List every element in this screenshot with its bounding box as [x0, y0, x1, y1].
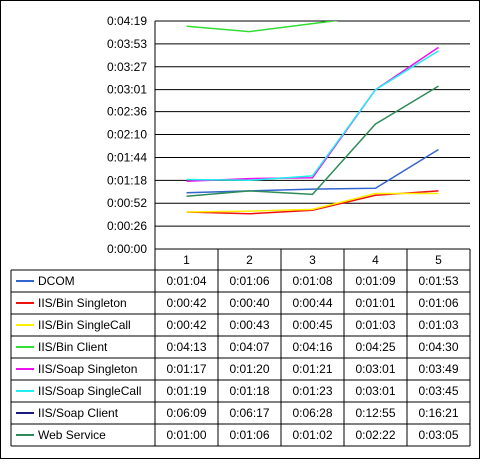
series-line-iis-bin-singlecall — [186, 192, 439, 213]
table-cell-value: 0:01:03 — [355, 318, 395, 332]
series-line-iis-bin-client — [186, 21, 340, 33]
legend-entry: DCOM — [38, 274, 75, 288]
table-cell-value: 0:01:04 — [166, 274, 206, 288]
table-cell-value: 0:04:13 — [166, 340, 206, 354]
table-cell-value: 0:06:09 — [166, 406, 206, 420]
table-cell-value: 0:16:21 — [418, 406, 458, 420]
legend-entry: IIS/Soap SingleCall — [38, 384, 141, 398]
table-cell-value: 0:01:01 — [355, 296, 395, 310]
data-table: 1 2 3 4 5 DCOM 0:01:04 0:01:06 0:01:08 0:01:09 0:0… — [10, 249, 471, 447]
table-cell-value: 0:01:02 — [292, 428, 332, 442]
table-cell-value: 0:06:28 — [292, 406, 332, 420]
table-cell-value: 0:01:00 — [166, 428, 206, 442]
table-cell-value: 0:00:44 — [292, 296, 332, 310]
table-cell-value: 0:03:05 — [418, 428, 458, 442]
series-line-dcom — [186, 148, 439, 194]
table-cell-value: 0:04:16 — [292, 340, 332, 354]
table-cell-value: 0:04:25 — [355, 340, 395, 354]
y-tick-label: 0:00:00 — [107, 242, 147, 256]
legend-entry: IIS/Soap Client — [38, 406, 119, 420]
table-cell-value: 0:01:17 — [166, 362, 206, 376]
table-cell-value: 0:03:01 — [355, 384, 395, 398]
table-cell-value: 0:01:18 — [229, 384, 269, 398]
table-cell-value: 0:01:20 — [229, 362, 269, 376]
table-cell-value: 0:02:22 — [355, 428, 395, 442]
table-cell-value: 0:03:49 — [418, 362, 458, 376]
legend-entry: IIS/Bin Client — [38, 340, 108, 354]
x-tick-label: 5 — [435, 253, 442, 267]
y-tick-label: 0:03:53 — [107, 37, 147, 51]
y-tick-label: 0:00:26 — [107, 219, 147, 233]
series-line-web-service — [186, 85, 439, 197]
legend-entry: IIS/Bin Singleton — [38, 296, 127, 310]
table-cell-value: 0:06:17 — [229, 406, 269, 420]
table-cell-value: 0:01:09 — [355, 274, 395, 288]
table-cell-value: 0:04:07 — [229, 340, 269, 354]
table-cell-value: 0:01:06 — [418, 296, 458, 310]
table-cell-value: 0:01:21 — [292, 362, 332, 376]
table-cell-value: 0:00:43 — [229, 318, 269, 332]
y-tick-label: 0:03:01 — [107, 83, 147, 97]
y-tick-label: 0:03:27 — [107, 60, 147, 74]
table-cell-value: 0:01:06 — [229, 428, 269, 442]
y-tick-label: 0:04:19 — [107, 14, 147, 28]
legend-entry: IIS/Soap Singleton — [38, 362, 137, 376]
x-tick-label: 4 — [372, 253, 379, 267]
table-cell-value: 0:01:53 — [418, 274, 458, 288]
table-cell-value: 0:00:42 — [166, 318, 206, 332]
x-tick-label: 2 — [246, 253, 253, 267]
y-tick-label: 0:02:36 — [107, 105, 147, 119]
y-axis: 0:00:00 0:00:26 0:00:52 0:01:18 0:01:44 0:02:… — [107, 14, 471, 256]
table-cell-value: 0:00:42 — [166, 296, 206, 310]
y-tick-label: 0:02:10 — [107, 128, 147, 142]
legend-entry: IIS/Bin SingleCall — [38, 318, 131, 332]
y-tick-label: 0:01:44 — [107, 150, 147, 164]
series-lines — [186, 21, 439, 215]
table-cell-value: 0:01:08 — [292, 274, 332, 288]
table-cell-value: 0:00:45 — [292, 318, 332, 332]
series-line-iis-soap-singlecall — [186, 50, 439, 182]
table-cell-value: 0:00:40 — [229, 296, 269, 310]
table-cell-value: 0:03:45 — [418, 384, 458, 398]
table-cell-value: 0:03:01 — [355, 362, 395, 376]
gridlines — [155, 20, 470, 250]
table-cell-value: 0:01:03 — [418, 318, 458, 332]
table-cell-value: 0:01:06 — [229, 274, 269, 288]
table-cell-value: 0:12:55 — [355, 406, 395, 420]
table-cell-value: 0:01:19 — [166, 384, 206, 398]
legend-entry: Web Service — [38, 428, 106, 442]
y-tick-label: 0:00:52 — [107, 196, 147, 210]
table-cell-value: 0:01:23 — [292, 384, 332, 398]
table-cell-value: 0:04:30 — [418, 340, 458, 354]
y-tick-label: 0:01:18 — [107, 173, 147, 187]
x-tick-label: 3 — [309, 253, 316, 267]
x-tick-label: 1 — [183, 253, 190, 267]
